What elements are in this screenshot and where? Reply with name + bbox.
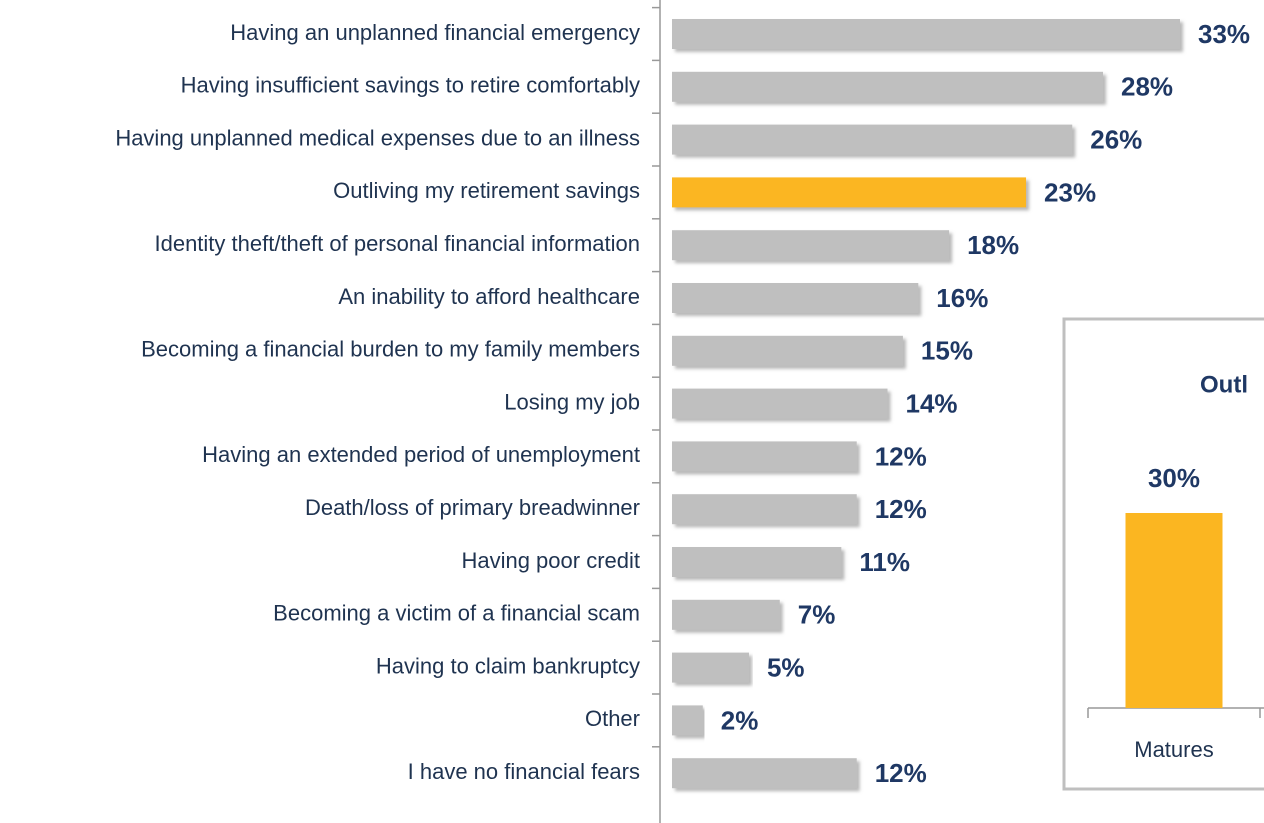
category-label: Having unplanned medical expenses due to… [115, 125, 640, 150]
value-label: 7% [798, 600, 836, 630]
value-label: 16% [936, 283, 988, 313]
bar [672, 19, 1180, 49]
value-label: 28% [1121, 72, 1173, 102]
category-label: Death/loss of primary breadwinner [305, 495, 640, 520]
bar [672, 335, 903, 366]
category-label: Identity theft/theft of personal financi… [154, 231, 640, 256]
bar [672, 388, 888, 419]
value-label: 26% [1090, 124, 1142, 154]
bar [672, 494, 857, 525]
bar [672, 547, 842, 577]
x-tick-label: Matures [1134, 737, 1213, 762]
value-label: 30% [1148, 463, 1200, 493]
bar [672, 441, 857, 472]
category-label: Having an extended period of unemploymen… [202, 442, 640, 467]
value-label: 33% [1198, 19, 1250, 49]
category-label: Other [585, 706, 640, 731]
bar [672, 705, 703, 736]
category-label: Becoming a financial burden to my family… [141, 337, 640, 362]
value-label: 12% [875, 441, 927, 471]
value-label: 5% [767, 652, 805, 682]
bar [1125, 513, 1223, 708]
bar [672, 758, 857, 789]
category-label: Outliving my retirement savings [333, 178, 640, 203]
value-label: 15% [921, 336, 973, 366]
bar [672, 230, 950, 261]
category-label: Having an unplanned financial emergency [230, 20, 640, 45]
category-label: Becoming a victim of a financial scam [273, 601, 640, 626]
bar [672, 124, 1073, 155]
bar [672, 283, 919, 313]
value-label: 12% [875, 494, 927, 524]
category-label: Having poor credit [461, 548, 640, 573]
bar [672, 652, 749, 683]
category-label: Having insufficient savings to retire co… [181, 73, 640, 98]
bar [672, 599, 780, 630]
category-label: Losing my job [504, 389, 640, 414]
category-label: I have no financial fears [408, 759, 640, 784]
value-label: 18% [967, 230, 1019, 260]
value-label: 2% [721, 705, 759, 735]
category-label: Having to claim bankruptcy [376, 653, 640, 678]
category-label: An inability to afford healthcare [338, 284, 640, 309]
bar [672, 177, 1027, 208]
value-label: 11% [859, 547, 910, 577]
value-label: 12% [875, 758, 927, 788]
value-label: 14% [906, 388, 958, 418]
value-label: 23% [1044, 177, 1096, 207]
bar [672, 71, 1104, 102]
inset-title: Outl [1200, 371, 1248, 398]
